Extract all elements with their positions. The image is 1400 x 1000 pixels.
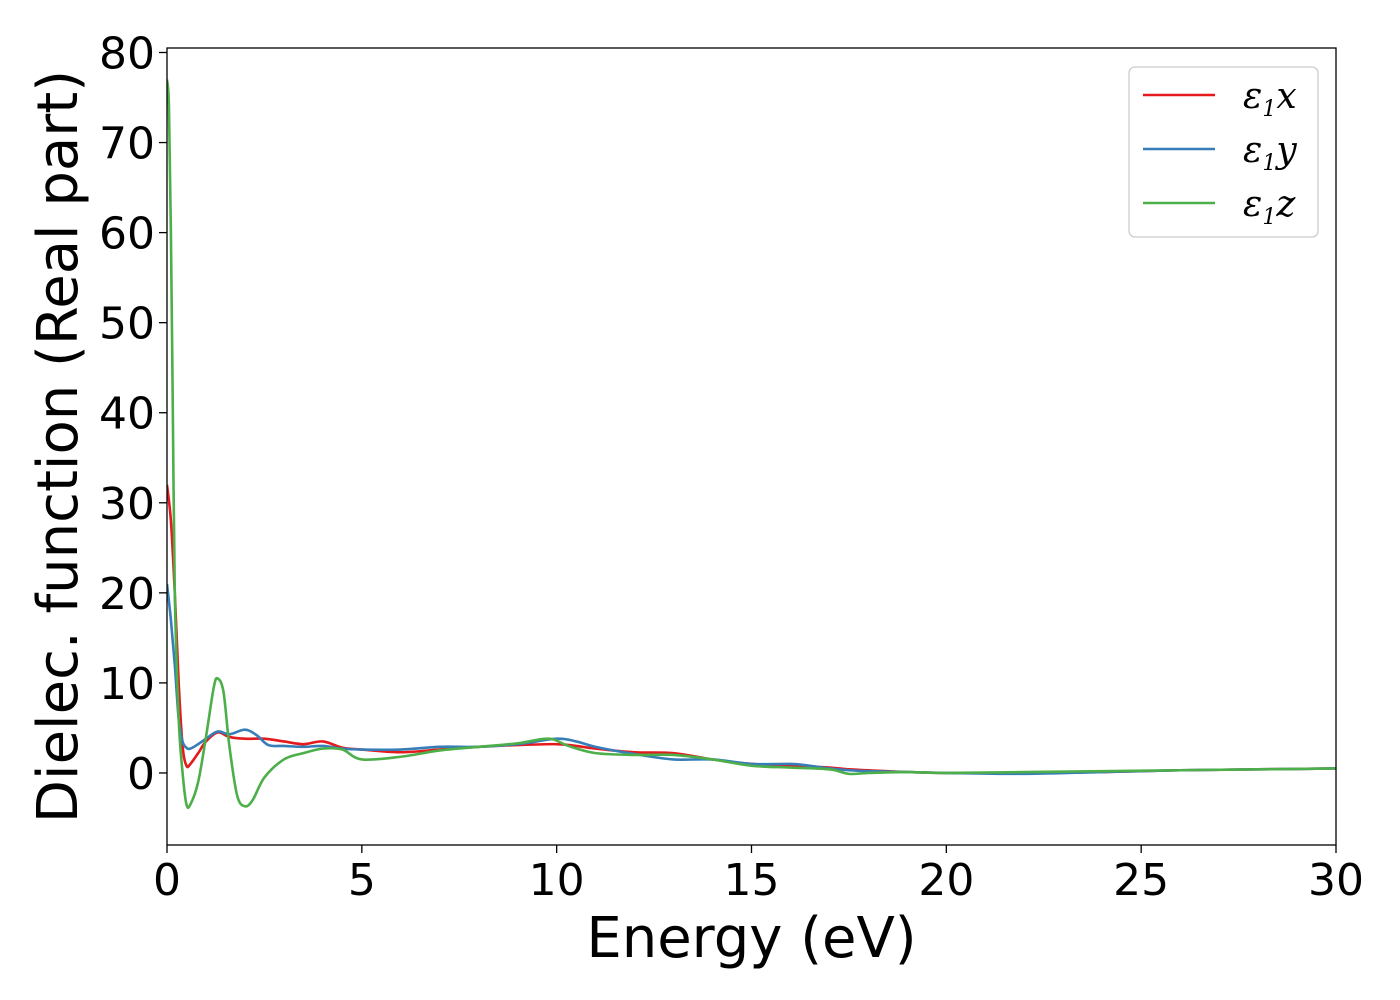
- y-tick-label: 40: [99, 389, 155, 440]
- legend-label-symbol: ε: [1243, 184, 1262, 225]
- x-tick-label: 15: [724, 855, 780, 906]
- legend-label-axis: z: [1275, 184, 1296, 225]
- legend-label-symbol: ε: [1243, 130, 1262, 171]
- x-tick-label: 20: [918, 855, 974, 906]
- y-tick-label: 70: [99, 119, 155, 170]
- legend-label-subscript: 1: [1262, 205, 1276, 230]
- legend-box: [1128, 66, 1319, 238]
- x-tick-label: 30: [1308, 855, 1364, 906]
- legend-label-z: ε1z: [1243, 184, 1296, 230]
- y-tick-label: 20: [99, 569, 155, 620]
- legend-label-subscript: 1: [1262, 151, 1276, 176]
- series-line-z: [167, 79, 1336, 810]
- y-tick-label: 0: [127, 749, 155, 800]
- legend-label-axis: y: [1274, 130, 1297, 171]
- y-tick-label: 50: [99, 299, 155, 350]
- x-tick-label: 25: [1113, 855, 1169, 906]
- x-axis-label: Energy (eV): [586, 906, 916, 971]
- legend-label-x: ε1x: [1243, 76, 1297, 122]
- legend-label-symbol: ε: [1243, 76, 1262, 117]
- y-axis-ticks: 0 10 20 30 40 50 60 70 80: [99, 29, 167, 800]
- x-tick-label: 10: [529, 855, 585, 906]
- y-tick-label: 60: [99, 209, 155, 260]
- y-tick-label: 30: [99, 479, 155, 530]
- x-tick-label: 0: [153, 855, 181, 906]
- y-tick-label: 10: [99, 659, 155, 710]
- y-axis-label: Dielec. function (Real part): [26, 70, 91, 823]
- y-tick-label: 80: [99, 29, 155, 80]
- legend-label-axis: x: [1276, 76, 1296, 117]
- legend-label-subscript: 1: [1262, 97, 1276, 122]
- series-line-y: [167, 583, 1336, 776]
- x-axis-ticks: 0 5 10 15 20 25 30: [153, 845, 1364, 906]
- series-line-x: [167, 484, 1336, 775]
- legend-label-y: ε1y: [1243, 130, 1297, 176]
- x-tick-label: 5: [348, 855, 376, 906]
